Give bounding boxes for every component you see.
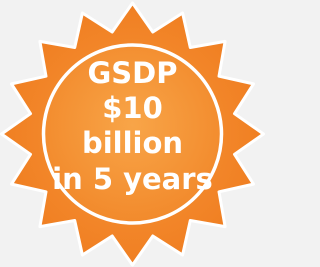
- page: GSDP $10 billion in 5 years (() => { con…: [0, 0, 265, 267]
- badge-line: in 5 years: [52, 162, 213, 196]
- badge-line: GSDP: [87, 56, 177, 90]
- badge-line: billion: [82, 126, 183, 160]
- badge-line: $10: [102, 91, 163, 125]
- badge: GSDP $10 billion in 5 years: [0, 0, 265, 267]
